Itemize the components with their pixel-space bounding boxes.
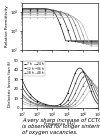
18 h xyxy=(22,93,23,95)
36 h xyxy=(21,100,23,101)
Line: 48 h: 48 h xyxy=(22,86,98,108)
7 h xyxy=(22,79,23,81)
7 h xyxy=(67,94,68,95)
24 h xyxy=(88,79,89,80)
48 h xyxy=(68,107,69,108)
24 h xyxy=(21,95,23,97)
24 h xyxy=(91,80,92,81)
48 h xyxy=(22,103,23,104)
Line: 7 h: 7 h xyxy=(22,67,98,106)
18 h xyxy=(68,103,69,104)
18 h xyxy=(67,104,68,106)
Text: A very sharp increase of CCTO conductivity
is observed for longer sintering time: A very sharp increase of CCTO conductivi… xyxy=(22,118,100,135)
12 h xyxy=(56,106,57,107)
12 h xyxy=(68,98,69,100)
7 h xyxy=(54,105,55,107)
7 h xyxy=(79,67,80,69)
36 h xyxy=(91,82,92,84)
Y-axis label: Dielectric losses (tan δ): Dielectric losses (tan δ) xyxy=(8,61,12,107)
36 h xyxy=(67,106,68,108)
Line: 24 h: 24 h xyxy=(22,79,98,108)
18 h xyxy=(85,75,86,76)
48 h xyxy=(86,95,87,96)
24 h xyxy=(60,106,61,108)
12 h xyxy=(22,86,23,88)
18 h xyxy=(91,81,92,83)
48 h xyxy=(94,86,96,88)
18 h xyxy=(67,104,68,105)
48 h xyxy=(63,107,64,108)
24 h xyxy=(67,106,68,107)
48 h xyxy=(97,87,99,89)
Line: 18 h: 18 h xyxy=(22,75,98,108)
7 h xyxy=(68,90,69,91)
7 h xyxy=(21,79,23,80)
48 h xyxy=(90,88,92,90)
X-axis label: Frequency (Hz): Frequency (Hz) xyxy=(44,122,76,126)
18 h xyxy=(21,93,23,94)
12 h xyxy=(67,100,68,101)
Line: 36 h: 36 h xyxy=(22,83,98,108)
18 h xyxy=(97,96,99,97)
36 h xyxy=(67,106,68,108)
24 h xyxy=(22,96,23,97)
Y-axis label: Relative Permittivity: Relative Permittivity xyxy=(5,5,9,47)
12 h xyxy=(21,86,23,87)
12 h xyxy=(67,100,68,102)
36 h xyxy=(97,88,99,90)
12 h xyxy=(86,74,87,76)
36 h xyxy=(22,100,23,102)
Line: 12 h: 12 h xyxy=(22,71,98,107)
7 h xyxy=(86,78,87,80)
48 h xyxy=(67,107,68,108)
Legend: 7 h, 12 h, 18 h, 24 h, 36 h, 48 h: 7 h, 12 h, 18 h, 24 h, 36 h, 48 h xyxy=(23,61,45,76)
24 h xyxy=(67,106,68,107)
48 h xyxy=(21,103,23,104)
36 h xyxy=(90,82,92,84)
12 h xyxy=(97,100,99,102)
18 h xyxy=(57,106,58,108)
36 h xyxy=(86,87,87,89)
24 h xyxy=(97,91,99,93)
7 h xyxy=(97,103,99,105)
36 h xyxy=(61,107,62,108)
24 h xyxy=(86,80,87,81)
48 h xyxy=(67,107,68,108)
7 h xyxy=(91,92,92,93)
7 h xyxy=(67,93,68,95)
12 h xyxy=(91,86,92,87)
18 h xyxy=(86,75,87,77)
36 h xyxy=(68,106,69,108)
12 h xyxy=(82,71,83,73)
24 h xyxy=(68,105,69,107)
